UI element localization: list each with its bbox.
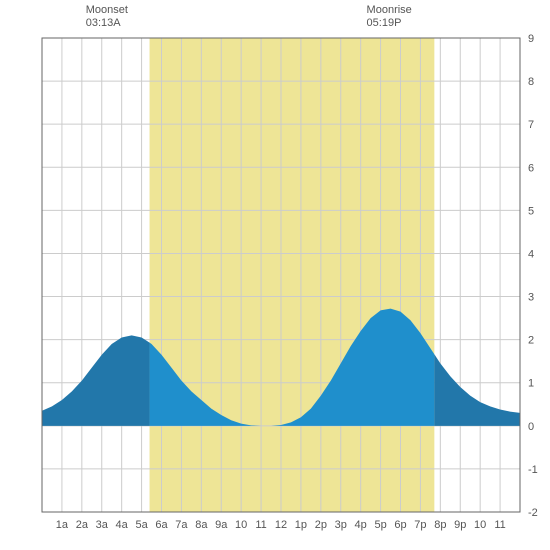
svg-text:2: 2 bbox=[528, 335, 534, 347]
moonset-label: Moonset 03:13A bbox=[86, 4, 128, 30]
svg-text:9p: 9p bbox=[454, 519, 466, 531]
moonrise-time: 05:19P bbox=[367, 17, 412, 30]
svg-text:9a: 9a bbox=[215, 519, 228, 531]
svg-text:12: 12 bbox=[275, 519, 287, 531]
svg-text:9: 9 bbox=[528, 33, 534, 45]
svg-text:4: 4 bbox=[528, 248, 534, 260]
svg-text:5: 5 bbox=[528, 205, 534, 217]
svg-text:2a: 2a bbox=[76, 519, 89, 531]
svg-text:0: 0 bbox=[528, 421, 534, 433]
svg-text:6: 6 bbox=[528, 162, 534, 174]
svg-text:11: 11 bbox=[255, 519, 266, 531]
chart-svg: 1a2a3a4a5a6a7a8a9a1011121p2p3p4p5p6p7p8p… bbox=[0, 0, 550, 550]
svg-text:8: 8 bbox=[528, 76, 534, 88]
tide-chart: Moonset 03:13A Moonrise 05:19P 1a 2a 3a 4a 5… bbox=[0, 0, 550, 550]
svg-text:3: 3 bbox=[528, 292, 534, 304]
svg-text:6p: 6p bbox=[394, 519, 406, 531]
svg-text:7: 7 bbox=[528, 119, 534, 131]
moonrise-label: Moonrise 05:19P bbox=[367, 4, 412, 30]
svg-text:7a: 7a bbox=[175, 519, 188, 531]
svg-text:7p: 7p bbox=[414, 519, 426, 531]
svg-text:6a: 6a bbox=[155, 519, 168, 531]
svg-text:1p: 1p bbox=[295, 519, 307, 531]
svg-text:4p: 4p bbox=[355, 519, 367, 531]
moonset-title: Moonset bbox=[86, 4, 128, 17]
svg-text:1: 1 bbox=[528, 378, 534, 390]
svg-text:10: 10 bbox=[474, 519, 486, 531]
svg-text:10: 10 bbox=[235, 519, 247, 531]
svg-text:-2: -2 bbox=[528, 507, 538, 519]
svg-text:3p: 3p bbox=[335, 519, 347, 531]
svg-text:8p: 8p bbox=[434, 519, 446, 531]
svg-text:5a: 5a bbox=[135, 519, 148, 531]
svg-text:4a: 4a bbox=[116, 519, 129, 531]
moonset-time: 03:13A bbox=[86, 17, 128, 30]
svg-text:2p: 2p bbox=[315, 519, 327, 531]
svg-text:1a: 1a bbox=[56, 519, 69, 531]
moonrise-title: Moonrise bbox=[367, 4, 412, 17]
svg-text:11: 11 bbox=[494, 519, 505, 531]
svg-text:8a: 8a bbox=[195, 519, 208, 531]
svg-text:5p: 5p bbox=[374, 519, 386, 531]
svg-text:-1: -1 bbox=[528, 464, 538, 476]
svg-text:3a: 3a bbox=[96, 519, 109, 531]
